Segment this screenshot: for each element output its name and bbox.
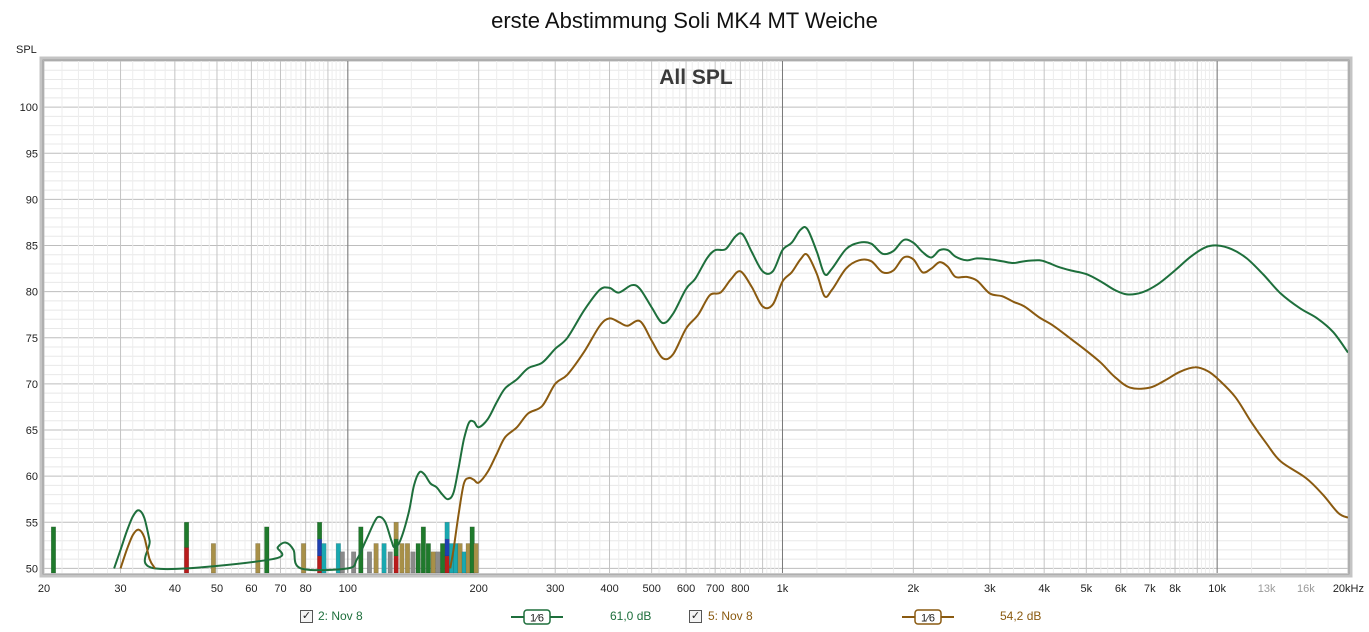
x-tick-label: 200: [469, 583, 487, 595]
bar-marker: [399, 543, 405, 574]
bar-marker: [435, 551, 441, 574]
y-axis-label: SPL: [16, 44, 37, 56]
bar-marker: [321, 543, 327, 574]
x-tick-label: 40: [169, 583, 181, 595]
series1-smoothing-label: 1⁄6: [530, 613, 544, 625]
bar-marker: [366, 551, 372, 574]
series1-checkbox[interactable]: ✓: [300, 610, 313, 623]
x-tick-label: 30: [114, 583, 126, 595]
x-tick-label: 800: [731, 583, 749, 595]
x-tick-label: 6k: [1115, 583, 1127, 595]
bar-marker: [430, 551, 436, 574]
bar-marker: [184, 547, 190, 574]
x-tick-label: 3k: [984, 583, 996, 595]
bar-marker: [373, 543, 379, 574]
series1-level: 61,0 dB: [610, 609, 652, 623]
series2-level: 54,2 dB: [1000, 609, 1042, 623]
bar-marker: [410, 551, 416, 574]
x-tick-label: 60: [245, 583, 257, 595]
x-tick-label: 600: [677, 583, 695, 595]
x-tick-label: 13k: [1258, 583, 1276, 595]
bar-marker: [404, 543, 410, 574]
series2-smoothing-label: 1⁄6: [921, 613, 935, 625]
y-tick-label: 95: [26, 148, 38, 160]
y-tick-label: 60: [26, 471, 38, 483]
x-tick-label: 70: [274, 583, 286, 595]
bar-marker: [415, 543, 421, 574]
inner-title: All SPL: [659, 66, 733, 89]
x-tick-label: 100: [339, 583, 357, 595]
x-tick-label: 8k: [1169, 583, 1181, 595]
bar-marker: [440, 543, 446, 574]
y-tick-label: 50: [26, 563, 38, 575]
curve-series-2: [449, 253, 1348, 569]
bar-marker: [184, 522, 190, 548]
x-axis-tick-labels: 20 30 40 50 60 70 80 100 200 300 400 500 600 700 800 1k…: [38, 583, 1364, 595]
y-tick-label: 55: [26, 517, 38, 529]
bar-marker: [425, 543, 431, 574]
y-tick-label: 80: [26, 287, 38, 299]
bar-marker: [444, 522, 450, 540]
x-tick-label: 50: [211, 583, 223, 595]
curve-series-2: [119, 528, 156, 569]
x-tick-label: 400: [600, 583, 618, 595]
bar-marker: [457, 543, 463, 574]
bar-marker: [393, 555, 399, 574]
x-tick-label: 4k: [1038, 583, 1050, 595]
series1-label[interactable]: 2: Nov 8: [318, 609, 363, 623]
bar-marker: [317, 522, 323, 540]
spl-curves: [113, 225, 1348, 572]
bar-marker: [444, 538, 450, 557]
series2-checkbox[interactable]: ✓: [689, 610, 702, 623]
x-tick-label: 20: [38, 583, 50, 595]
y-tick-label: 90: [26, 194, 38, 206]
y-tick-label: 100: [20, 102, 38, 114]
bar-marker: [210, 543, 216, 574]
bar-marker: [444, 555, 450, 574]
series2-smoothing-button[interactable]: 1⁄6: [902, 608, 954, 626]
x-tick-label: 2k: [908, 583, 920, 595]
bar-marker: [264, 526, 270, 574]
chart-title: erste Abstimmung Soli MK4 MT Weiche: [491, 8, 878, 33]
series1-smoothing-button[interactable]: 1⁄6: [511, 608, 563, 626]
bar-marker: [387, 551, 393, 574]
bar-marker: [301, 543, 307, 574]
y-tick-label: 65: [26, 425, 38, 437]
grid-lines: [43, 60, 1349, 573]
curve-series-1: [113, 225, 1348, 572]
x-tick-label: 20kHz: [1333, 583, 1364, 595]
x-tick-label: 80: [300, 583, 312, 595]
x-tick-label: 700: [706, 583, 724, 595]
bar-marker: [393, 522, 399, 540]
series2-label[interactable]: 5: Nov 8: [708, 609, 753, 623]
bar-marker: [473, 543, 479, 574]
bar-marker: [50, 526, 56, 574]
x-tick-label: 16k: [1297, 583, 1315, 595]
bar-marker: [339, 551, 345, 574]
bar-marker: [255, 543, 261, 574]
plot-frame: [42, 59, 1350, 575]
x-tick-label: 7k: [1144, 583, 1156, 595]
y-tick-label: 85: [26, 241, 38, 253]
x-tick-label: 5k: [1080, 583, 1092, 595]
x-tick-label: 1k: [777, 583, 789, 595]
y-tick-label: 70: [26, 379, 38, 391]
bar-marker: [381, 543, 387, 574]
bar-marker: [420, 526, 426, 574]
y-axis-tick-labels: 50 55 60 65 70 75 80 85 90 95 100: [20, 102, 38, 575]
bar-marker: [317, 538, 323, 557]
x-tick-label: 300: [546, 583, 564, 595]
y-tick-label: 75: [26, 333, 38, 345]
x-tick-label: 500: [642, 583, 660, 595]
x-tick-label: 10k: [1208, 583, 1226, 595]
